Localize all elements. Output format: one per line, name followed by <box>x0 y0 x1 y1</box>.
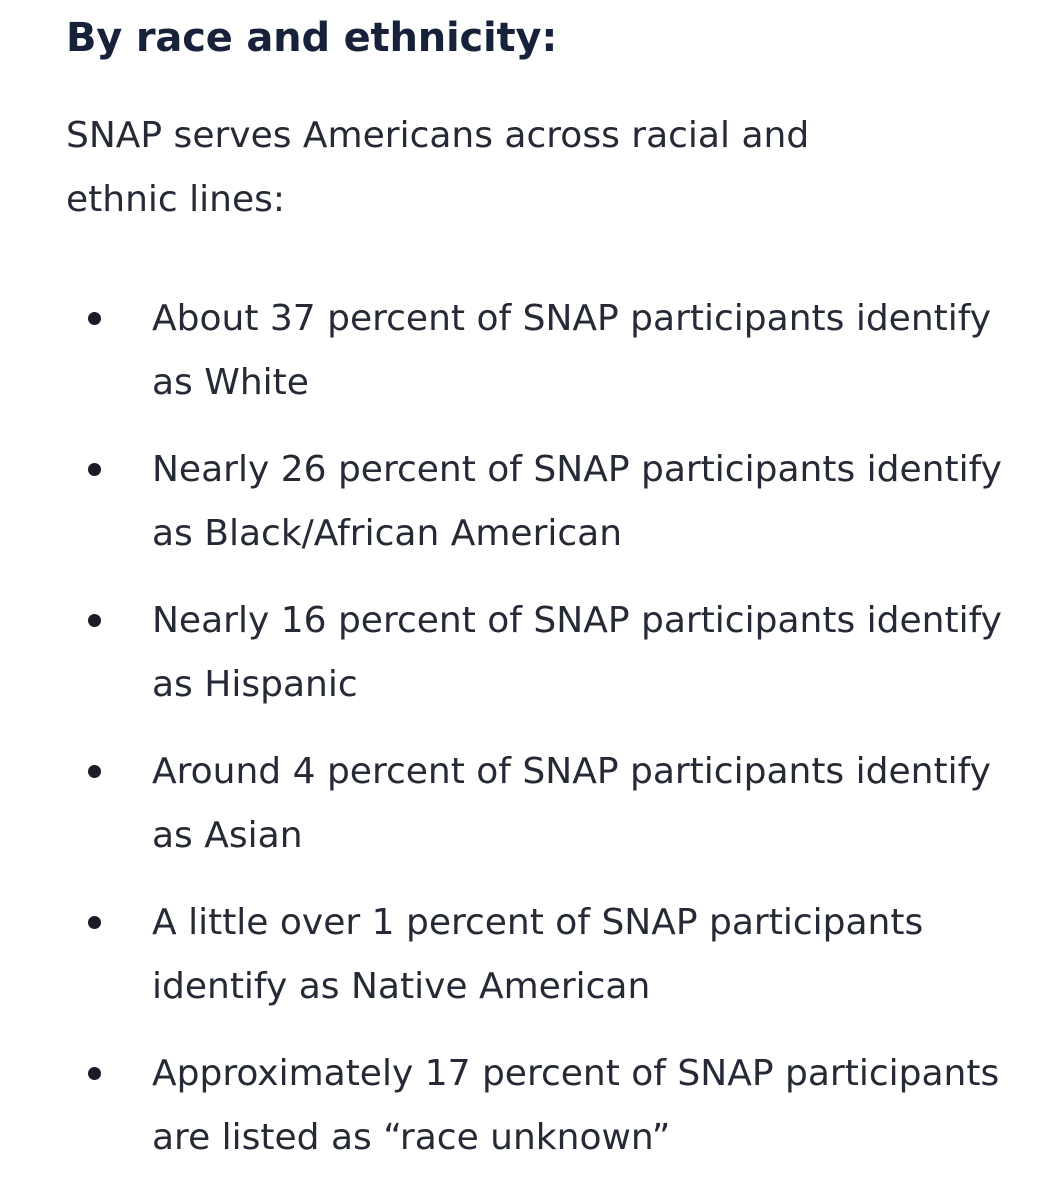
list-item-text: Approximately 17 percent of SNAP partici… <box>152 1053 1000 1158</box>
bullet-icon <box>88 312 101 325</box>
list-item-text: Nearly 26 percent of SNAP participants i… <box>152 449 1002 554</box>
list-item: Around 4 percent of SNAP participants id… <box>66 740 1026 891</box>
bullet-icon <box>88 765 101 778</box>
bullet-icon <box>88 916 101 929</box>
list-item-text: Around 4 percent of SNAP participants id… <box>152 751 991 856</box>
list-item: Nearly 26 percent of SNAP participants i… <box>66 438 1026 589</box>
list-item: About 37 percent of SNAP participants id… <box>66 287 1026 438</box>
intro-paragraph: SNAP serves Americans across racial and … <box>66 115 810 220</box>
list-item-text: A little over 1 percent of SNAP particip… <box>152 902 924 1007</box>
list-item: Approximately 17 percent of SNAP partici… <box>66 1042 1026 1193</box>
section-heading: By race and ethnicity: <box>66 15 558 61</box>
list-item: Nearly 16 percent of SNAP participants i… <box>66 589 1026 740</box>
list-item-text: Nearly 16 percent of SNAP participants i… <box>152 600 1002 705</box>
list-item-text: About 37 percent of SNAP participants id… <box>152 298 992 403</box>
bullet-icon <box>88 614 101 627</box>
bullet-icon <box>88 463 101 476</box>
bullet-icon <box>88 1067 101 1080</box>
bullet-list: About 37 percent of SNAP participants id… <box>66 287 1026 1193</box>
list-item: A little over 1 percent of SNAP particip… <box>66 891 1026 1042</box>
